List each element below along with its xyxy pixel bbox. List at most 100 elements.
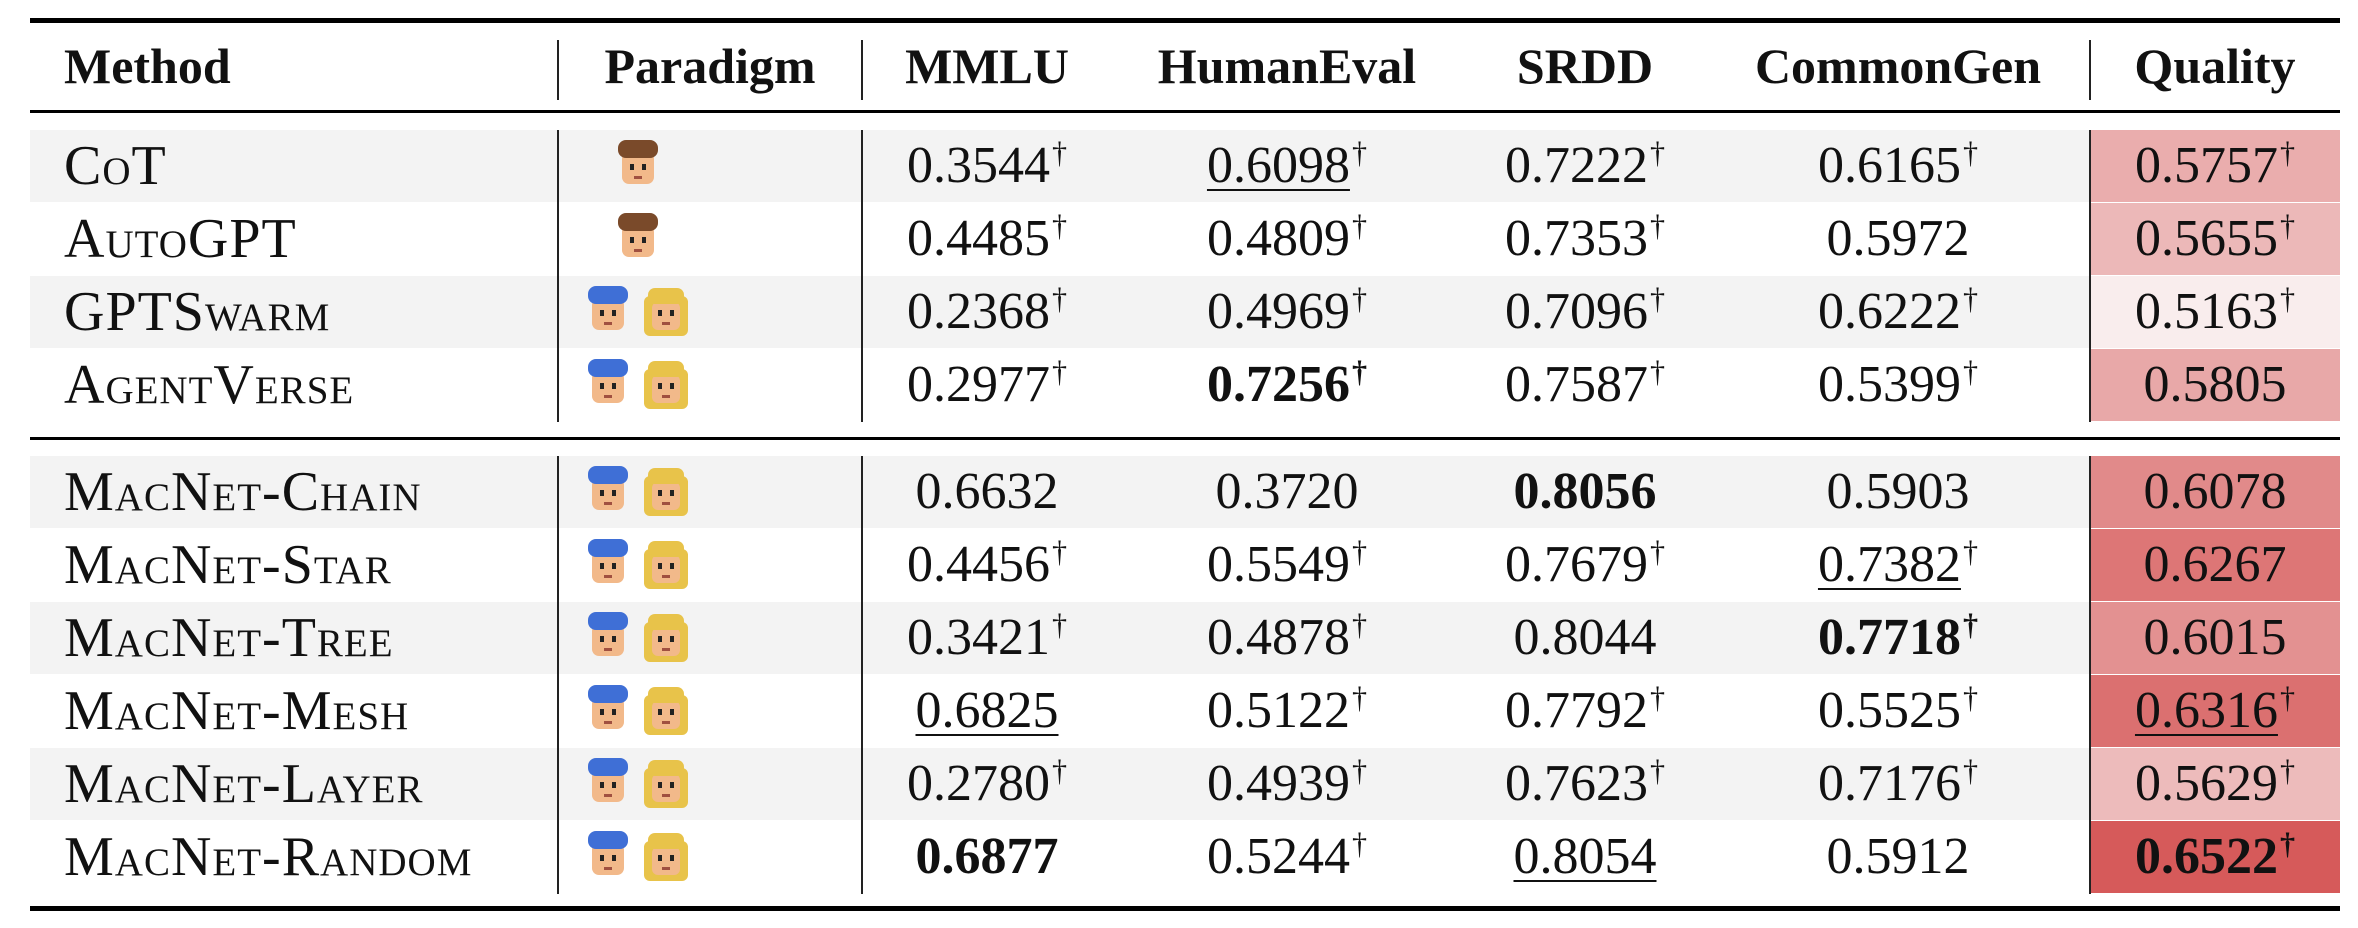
multi-agent-icon (582, 462, 694, 522)
humaneval-score: 0.3720 (1112, 456, 1462, 528)
quality-score: 0.5757† (2090, 130, 2340, 202)
method-name: MacNet-Star (64, 534, 392, 596)
cell-value: 0.6078 (2143, 463, 2287, 520)
agent-pair-icon (588, 612, 688, 662)
cell-value: 0.7256 (1206, 356, 1350, 413)
srdd-score: 0.7587† (1462, 349, 1708, 421)
method-name: MacNet-Random (64, 826, 473, 888)
cell-value: 0.8056 (1513, 463, 1657, 520)
agent-pair-icon (588, 286, 688, 336)
cell-value: 0.4809 (1206, 210, 1350, 267)
significance-dagger: † (1051, 355, 1068, 390)
cell-value: 0.8044 (1513, 609, 1657, 666)
significance-dagger: † (1351, 754, 1368, 789)
srdd-score: 0.7679† (1462, 529, 1708, 601)
cell-value: 0.7623 (1504, 755, 1648, 812)
quality-heat-cell (2090, 675, 2340, 747)
commongen-score: 0.7382† (1708, 529, 2088, 601)
cell-value: 0.6267 (2143, 536, 2287, 593)
significance-dagger: † (1962, 136, 1979, 171)
cell-value: 0.6165 (1817, 137, 1961, 194)
humaneval-score: 0.6098† (1112, 130, 1462, 202)
method-name: MacNet-Mesh (64, 680, 410, 742)
quality-score: 0.5629† (2090, 748, 2340, 820)
quality-heat-cell (2090, 602, 2340, 674)
significance-dagger: † (1351, 681, 1368, 716)
single-agent-icon (612, 209, 664, 269)
significance-dagger: † (1962, 282, 1979, 317)
header-commongen: CommonGen (1754, 38, 2042, 94)
column-divider (557, 130, 559, 422)
multi-agent-icon (582, 282, 694, 342)
table-row: CoT 0.3544† 0.6098† 0.7222† 0.6165† 0.5757† (30, 130, 2340, 202)
agent-face-icon (618, 213, 658, 257)
header-divider (2089, 40, 2091, 100)
significance-dagger: † (1649, 535, 1666, 570)
humaneval-score: 0.5549† (1112, 529, 1462, 601)
mmlu-score: 0.6877 (862, 821, 1112, 893)
table-row: MacNet-Star 0.4456† 0.5549† 0.7679† 0.7382† 0… (30, 529, 2340, 601)
significance-dagger: † (1051, 209, 1068, 244)
commongen-score: 0.5399† (1708, 349, 2088, 421)
cell-value: 0.5399 (1817, 356, 1961, 413)
cell-value: 0.8054 (1513, 828, 1657, 885)
table-row: GPTSwarm 0.2368† 0.4969† 0.7096† 0.6222† 0.51… (30, 276, 2340, 348)
significance-dagger: † (1051, 282, 1068, 317)
cell-value: 0.6098 (1206, 137, 1350, 194)
quality-score: 0.6316† (2090, 675, 2340, 747)
significance-dagger: † (1051, 754, 1068, 789)
quality-heat-cell (2090, 529, 2340, 601)
cell-value: 0.6522 (2134, 828, 2278, 885)
header-divider (557, 40, 559, 100)
significance-dagger: † (2279, 827, 2296, 862)
table-row: AutoGPT 0.4485† 0.4809† 0.7353† 0.5972 0.5655… (30, 203, 2340, 275)
header-srdd: SRDD (1516, 38, 1654, 94)
table-row: AgentVerse 0.2977† 0.7256† 0.7587† 0.5399† 0.… (30, 349, 2340, 421)
method-name: MacNet-Tree (64, 607, 394, 669)
column-divider (861, 130, 863, 422)
cell-value: 0.6316 (2134, 682, 2278, 739)
agent-pair-icon (588, 359, 688, 409)
humaneval-score: 0.4809† (1112, 203, 1462, 275)
multi-agent-icon (582, 827, 694, 887)
mmlu-score: 0.6825 (862, 675, 1112, 747)
quality-heat-cell (2090, 748, 2340, 820)
cell-value: 0.7679 (1504, 536, 1648, 593)
top-rule (30, 18, 2340, 23)
cell-value: 0.3544 (906, 137, 1050, 194)
cell-value: 0.5972 (1826, 210, 1970, 267)
cell-value: 0.5655 (2134, 210, 2278, 267)
humaneval-score: 0.5122† (1112, 675, 1462, 747)
srdd-score: 0.7792† (1462, 675, 1708, 747)
srdd-score: 0.7353† (1462, 203, 1708, 275)
multi-agent-icon (582, 355, 694, 415)
significance-dagger: † (1351, 355, 1368, 390)
mmlu-score: 0.6632 (862, 456, 1112, 528)
cell-value: 0.6825 (915, 682, 1059, 739)
header-method: Method (64, 38, 231, 94)
quality-score: 0.6015 (2090, 602, 2340, 674)
header-humaneval: HumanEval (1157, 38, 1417, 94)
mmlu-score: 0.2368† (862, 276, 1112, 348)
significance-dagger: † (1962, 608, 1979, 643)
method-name: MacNet-Chain (64, 461, 422, 523)
table-row: MacNet-Layer 0.2780† 0.4939† 0.7623† 0.7176†… (30, 748, 2340, 820)
column-divider (2089, 456, 2091, 894)
cell-value: 0.6877 (915, 828, 1059, 885)
significance-dagger: † (1962, 754, 1979, 789)
srdd-score: 0.8044 (1462, 602, 1708, 674)
significance-dagger: † (1051, 608, 1068, 643)
significance-dagger: † (1351, 608, 1368, 643)
header-quality: Quality (2134, 38, 2296, 94)
commongen-score: 0.5903 (1708, 456, 2088, 528)
mmlu-score: 0.2780† (862, 748, 1112, 820)
significance-dagger: † (1351, 827, 1368, 862)
significance-dagger: † (1962, 535, 1979, 570)
group-rule (30, 437, 2340, 440)
srdd-score: 0.8054 (1462, 821, 1708, 893)
header-mmlu: MMLU (905, 38, 1069, 94)
cell-value: 0.7587 (1504, 356, 1648, 413)
quality-heat-cell (2090, 821, 2340, 893)
agent-pair-icon (588, 539, 688, 589)
table-row: MacNet-Mesh 0.6825 0.5122† 0.7792† 0.5525† 0.… (30, 675, 2340, 747)
